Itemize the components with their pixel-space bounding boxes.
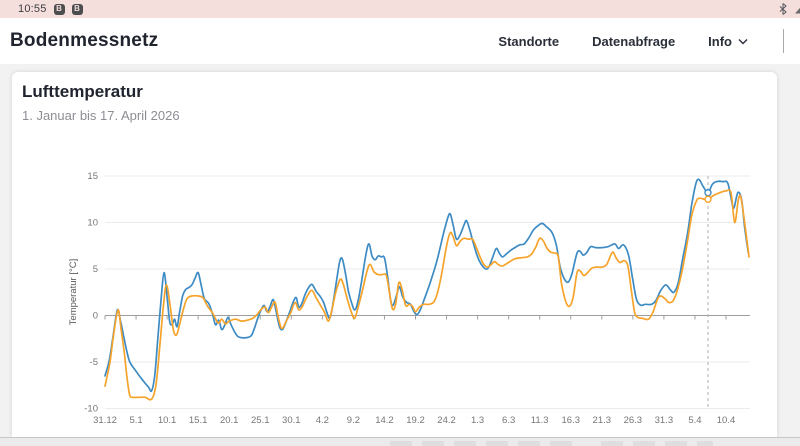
- nav-divider: [783, 29, 784, 53]
- page-subtitle: 1. Januar bis 17. April 2026: [22, 108, 180, 123]
- nav-item-datenabfrage[interactable]: Datenabfrage: [592, 34, 675, 49]
- notification-badge-icon: B: [53, 3, 65, 15]
- nav-item-label: Datenabfrage: [592, 33, 676, 49]
- nav-item-label: Info: [708, 33, 732, 49]
- nav-item-label: Standorte: [498, 33, 560, 49]
- main-nav: Standorte Datenabfrage Info: [498, 18, 784, 64]
- chart-card: Lufttemperatur 1. Januar bis 17. April 2…: [12, 72, 777, 437]
- bluetooth-icon: [779, 3, 787, 15]
- nav-item-info[interactable]: Info: [708, 34, 748, 49]
- nav-item-standorte[interactable]: Standorte: [498, 34, 559, 49]
- status-icons: [779, 0, 800, 18]
- app-header: Bodenmessnetz Standorte Datenabfrage Inf…: [0, 18, 800, 64]
- status-bar: 10:55 B B: [0, 0, 800, 18]
- wifi-icon: [795, 4, 800, 14]
- brand-logo[interactable]: Bodenmessnetz: [10, 30, 159, 51]
- footer-content-peek: [601, 441, 713, 446]
- footer-content-peek: [390, 441, 575, 446]
- notification-badge-icon: B: [71, 3, 83, 15]
- page-title: Lufttemperatur: [22, 82, 143, 101]
- chevron-down-icon: [738, 38, 748, 44]
- footer-band: [0, 437, 800, 446]
- status-time: 10:55: [18, 3, 47, 15]
